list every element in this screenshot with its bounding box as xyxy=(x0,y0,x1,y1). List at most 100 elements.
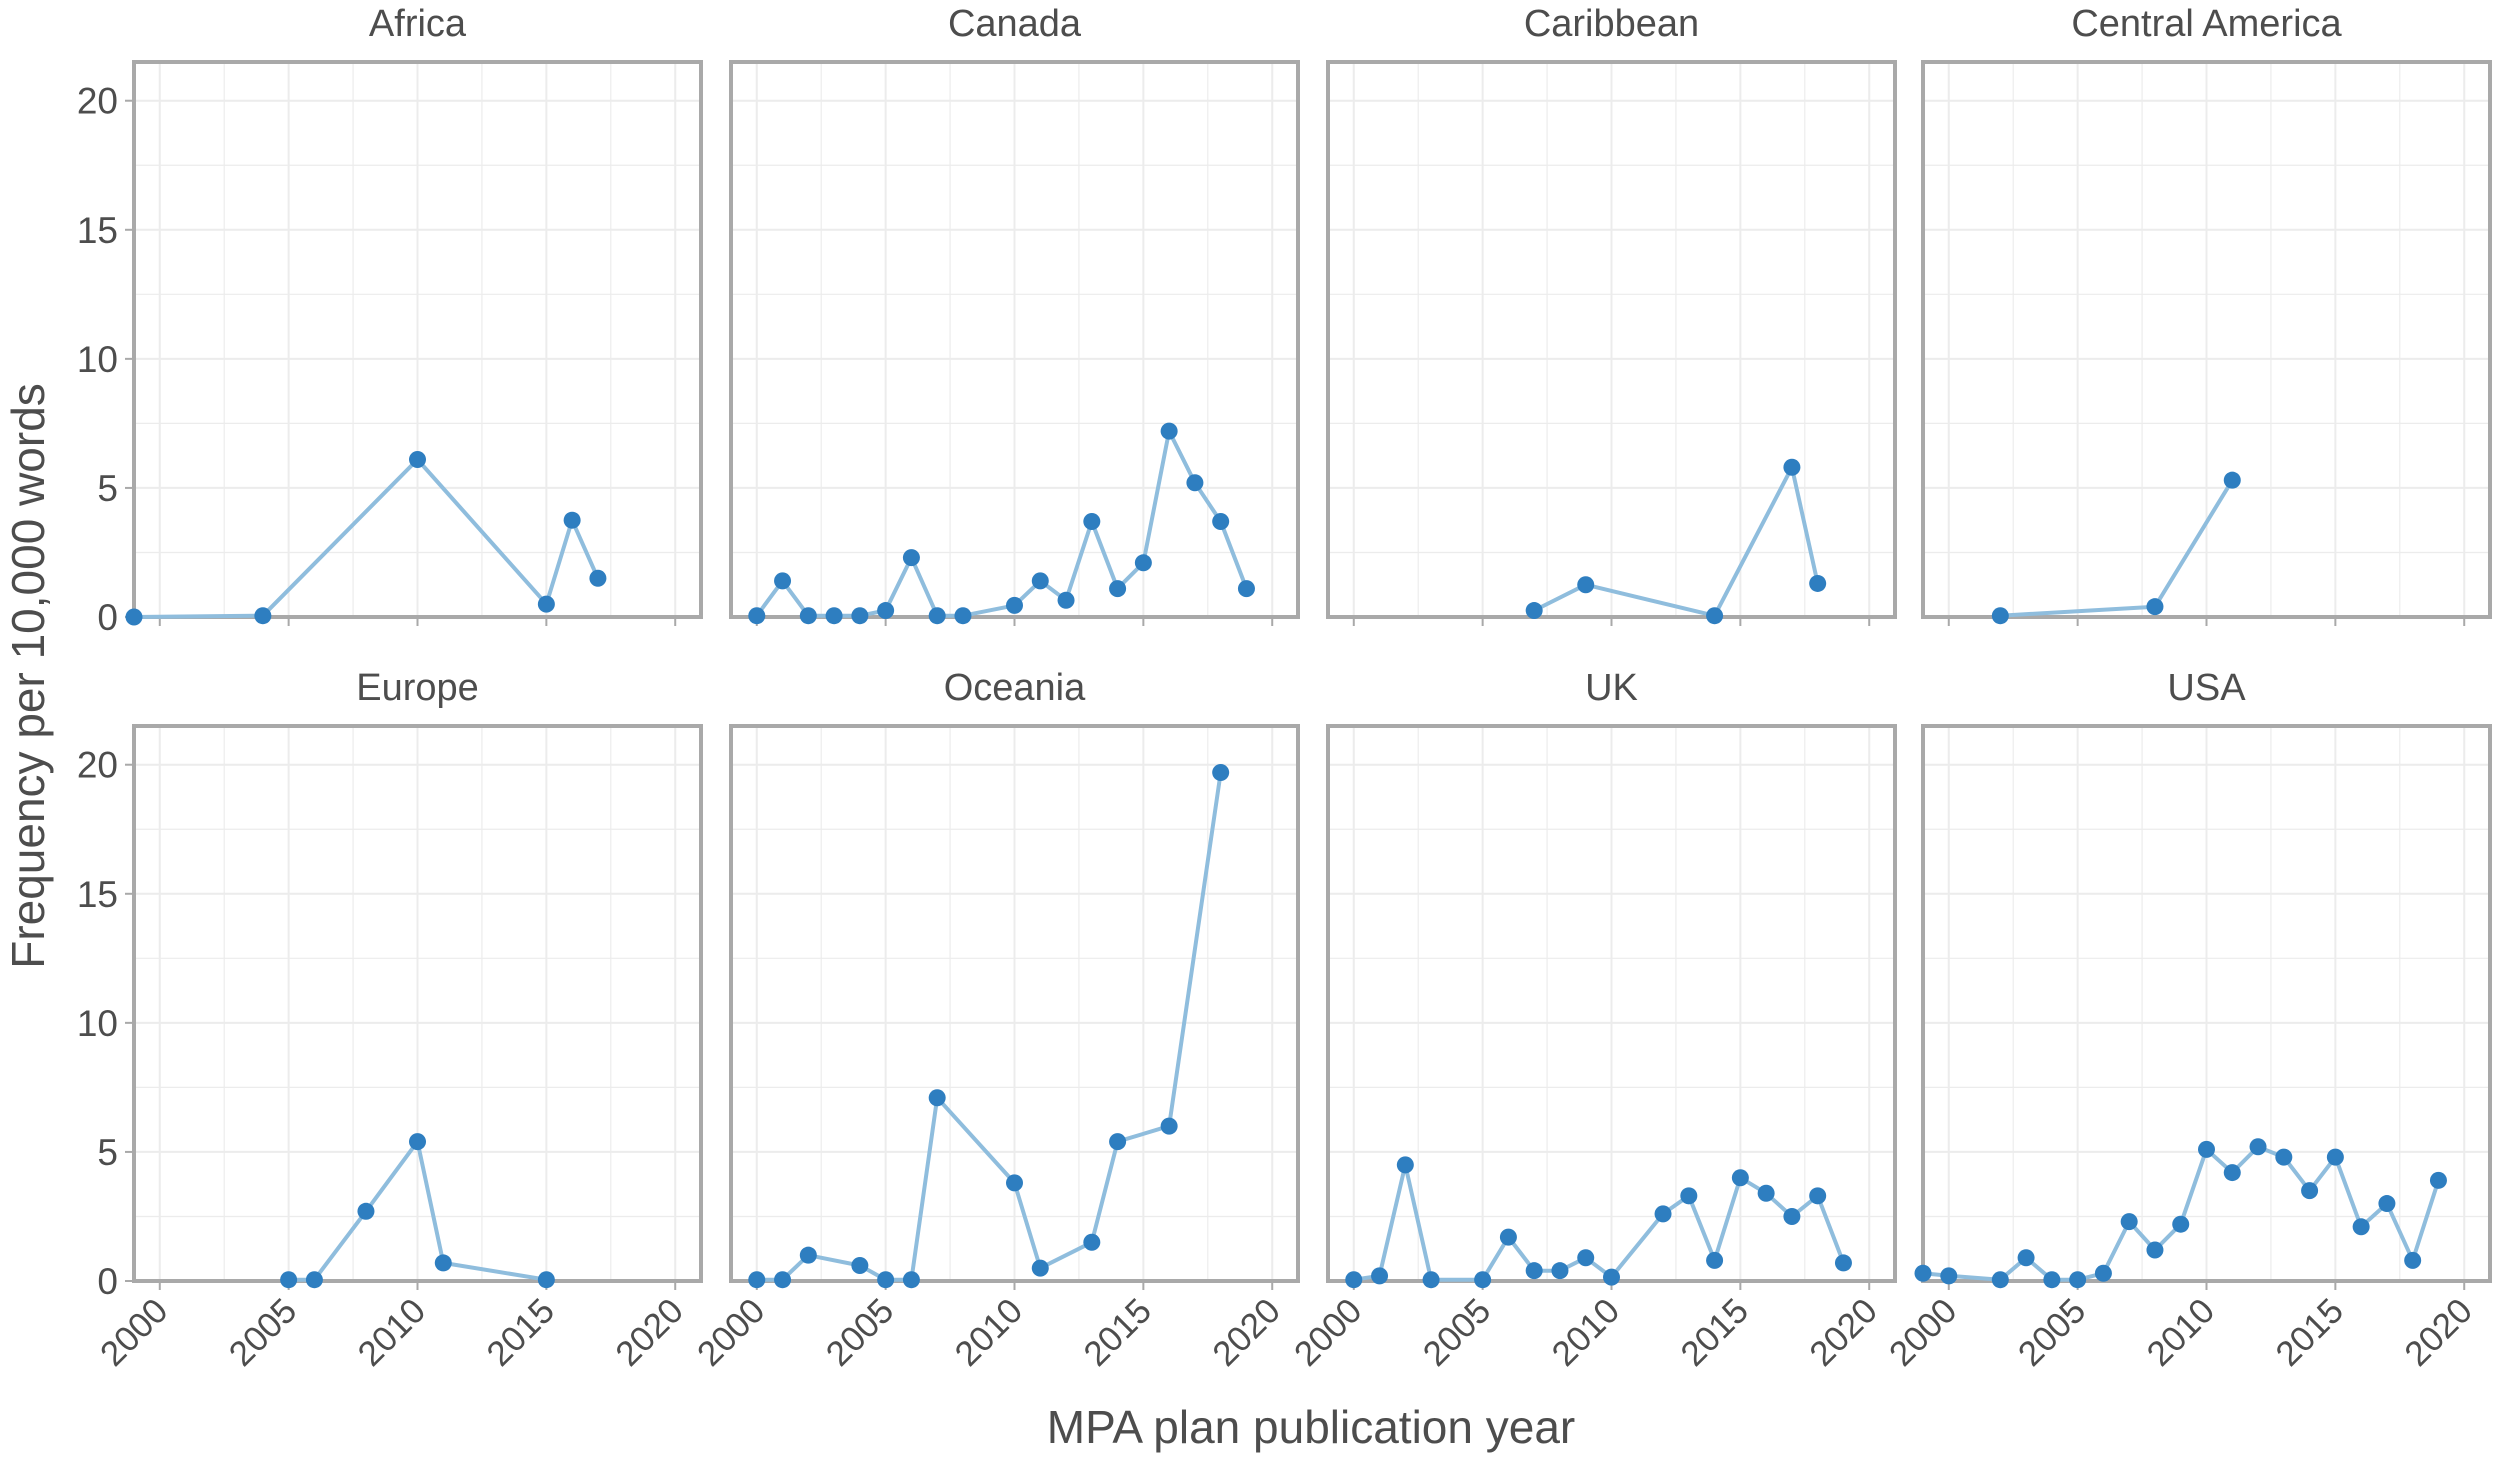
x-tick-label: 2000 xyxy=(1882,1291,1965,1374)
data-point xyxy=(1006,1174,1023,1192)
y-axis-title: Frequency per 10,000 words xyxy=(2,383,54,969)
y-tick-label: 20 xyxy=(77,745,118,786)
data-point xyxy=(2069,1271,2087,1289)
y-tick-label: 20 xyxy=(77,81,118,122)
data-point xyxy=(2223,1164,2241,1182)
data-point xyxy=(902,549,920,567)
data-point xyxy=(1109,1133,1127,1151)
data-point xyxy=(409,451,426,469)
x-tick-label: 2010 xyxy=(1545,1291,1628,1374)
data-point xyxy=(2275,1148,2293,1166)
y-tick-label: 15 xyxy=(77,874,118,915)
facet-title: Canada xyxy=(948,3,1082,45)
y-tick-label: 0 xyxy=(97,1261,118,1302)
data-point xyxy=(1006,596,1023,614)
x-tick-label: 2005 xyxy=(1416,1291,1499,1374)
facet-title: Oceania xyxy=(944,667,1086,709)
x-tick-label: 2020 xyxy=(608,1291,691,1374)
x-tick-label: 2000 xyxy=(1287,1291,1370,1374)
data-point xyxy=(2017,1249,2035,1267)
series-line xyxy=(133,457,600,619)
facet-panel: Africa 0 5 10 15 20 xyxy=(77,3,703,638)
x-tick-label: 2005 xyxy=(819,1291,902,1374)
data-point xyxy=(537,595,555,613)
data-point xyxy=(1551,1262,1569,1280)
data-point xyxy=(748,607,766,625)
facet-panel: Oceania 2000 2005 2010 2015 2020 xyxy=(690,667,1300,1374)
data-point xyxy=(2378,1195,2396,1213)
data-point xyxy=(2249,1138,2267,1156)
data-point xyxy=(2094,1264,2112,1282)
data-point xyxy=(1212,763,1230,781)
data-point xyxy=(2429,1171,2447,1189)
data-point xyxy=(1525,1262,1543,1280)
data-point xyxy=(1577,1249,1595,1267)
data-point xyxy=(1940,1267,1958,1285)
data-point xyxy=(2172,1215,2190,1233)
data-point xyxy=(1706,1251,1724,1269)
data-point xyxy=(1212,512,1230,530)
data-point xyxy=(1186,474,1204,492)
data-point xyxy=(1706,607,1724,625)
data-point xyxy=(305,1271,323,1289)
facet-title: Africa xyxy=(369,3,467,45)
x-tick-label: 2000 xyxy=(690,1291,773,1374)
data-point xyxy=(1345,1271,1363,1289)
data-point xyxy=(1057,591,1075,609)
x-tick-label: 2020 xyxy=(1802,1291,1885,1374)
series-line xyxy=(1922,1144,2441,1282)
data-point xyxy=(1396,1156,1414,1174)
x-tick-label: 2020 xyxy=(2397,1291,2480,1374)
data-point xyxy=(1783,1207,1801,1225)
data-point xyxy=(851,607,869,625)
data-point xyxy=(409,1133,426,1151)
data-point xyxy=(954,607,972,625)
data-point xyxy=(1083,1233,1101,1251)
data-point xyxy=(2120,1213,2138,1231)
x-tick-label: 2005 xyxy=(2011,1291,2094,1374)
data-point xyxy=(563,511,581,529)
x-tick-label: 2020 xyxy=(1205,1291,1288,1374)
data-point xyxy=(1083,512,1101,530)
data-point xyxy=(2301,1182,2319,1200)
y-tick-label: 15 xyxy=(77,210,118,251)
panels-layer: Africa 0 5 10 15 20 Canada Caribbean Central Ame… xyxy=(77,3,2492,1374)
data-point xyxy=(902,1271,920,1289)
data-point xyxy=(2043,1271,2061,1289)
series-line xyxy=(2000,479,2235,618)
x-tick-label: 2015 xyxy=(479,1291,562,1374)
data-point xyxy=(537,1271,555,1289)
data-point xyxy=(1914,1264,1932,1282)
data-point xyxy=(1680,1187,1698,1205)
data-point xyxy=(774,572,792,590)
data-point xyxy=(1577,576,1595,594)
x-axis-title: MPA plan publication year xyxy=(1047,1401,1575,1453)
x-tick-label: 2000 xyxy=(93,1291,176,1374)
data-point xyxy=(1134,554,1152,572)
data-point xyxy=(357,1202,375,1220)
data-point xyxy=(2326,1148,2344,1166)
y-tick-label: 10 xyxy=(77,339,118,380)
data-point xyxy=(254,607,272,625)
facet-panel: Central America xyxy=(1921,3,2492,626)
data-point xyxy=(2223,471,2241,489)
data-point xyxy=(2352,1218,2370,1236)
data-point xyxy=(1109,580,1127,598)
data-point xyxy=(1991,1271,2009,1289)
facet-panel: Europe 0 5 10 15 20 2000 2005 2010 2015 2020 xyxy=(77,667,703,1374)
x-tick-label: 2015 xyxy=(1076,1291,1159,1374)
x-tick-label: 2015 xyxy=(2268,1291,2351,1374)
data-point xyxy=(1809,1187,1827,1205)
series-line xyxy=(1353,1162,1846,1282)
facet-title: UK xyxy=(1585,667,1638,709)
data-point xyxy=(2404,1251,2422,1269)
data-point xyxy=(851,1257,869,1275)
data-point xyxy=(1160,422,1178,440)
data-point xyxy=(1499,1228,1517,1246)
data-point xyxy=(1783,458,1801,476)
data-point xyxy=(1422,1271,1440,1289)
y-tick-label: 10 xyxy=(77,1003,118,1044)
data-point xyxy=(799,1246,817,1264)
